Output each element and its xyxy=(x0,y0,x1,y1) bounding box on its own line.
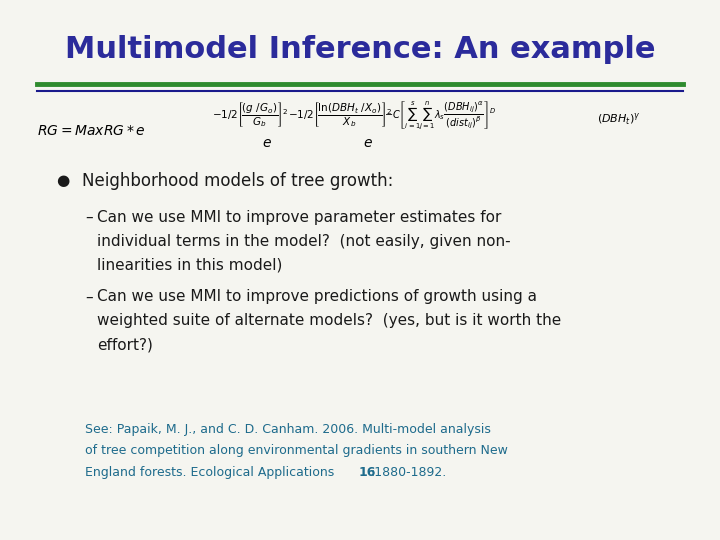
Text: $-1/2\left[\dfrac{(g\ /G_o)}{G_b}\right]^2$: $-1/2\left[\dfrac{(g\ /G_o)}{G_b}\right]… xyxy=(212,100,289,129)
Text: $-C\left[\sum_{i=1}^{s}\sum_{j=1}^{n}\lambda_s\dfrac{(DBH_{ij})^\alpha}{(dist_{i: $-C\left[\sum_{i=1}^{s}\sum_{j=1}^{n}\la… xyxy=(384,99,496,132)
Text: effort?): effort?) xyxy=(97,337,153,352)
Text: linearities in this model): linearities in this model) xyxy=(97,257,283,272)
Text: –: – xyxy=(85,210,93,225)
Text: $RG = MaxRG * e$: $RG = MaxRG * e$ xyxy=(37,124,145,138)
Text: weighted suite of alternate models?  (yes, but is it worth the: weighted suite of alternate models? (yes… xyxy=(97,313,562,328)
Text: :1880-1892.: :1880-1892. xyxy=(371,466,447,479)
Text: $e$: $e$ xyxy=(364,136,374,150)
Text: $-1/2\left[\dfrac{\ln(DBH_t\ /X_o)}{X_b}\right]^2$: $-1/2\left[\dfrac{\ln(DBH_t\ /X_o)}{X_b}… xyxy=(288,100,392,129)
Text: individual terms in the model?  (not easily, given non-: individual terms in the model? (not easi… xyxy=(97,234,511,249)
Text: –: – xyxy=(85,289,93,305)
Text: Can we use MMI to improve predictions of growth using a: Can we use MMI to improve predictions of… xyxy=(97,289,537,305)
Text: See: Papaik, M. J., and C. D. Canham. 2006. Multi-model analysis: See: Papaik, M. J., and C. D. Canham. 20… xyxy=(85,423,491,436)
Text: ●: ● xyxy=(56,173,69,188)
Text: $e$: $e$ xyxy=(262,136,272,150)
Text: Neighborhood models of tree growth:: Neighborhood models of tree growth: xyxy=(81,172,393,190)
Text: England forests. Ecological Applications: England forests. Ecological Applications xyxy=(85,466,338,479)
Text: 16: 16 xyxy=(359,466,376,479)
Text: Can we use MMI to improve parameter estimates for: Can we use MMI to improve parameter esti… xyxy=(97,210,502,225)
Text: Multimodel Inference: An example: Multimodel Inference: An example xyxy=(65,35,655,64)
Text: $(DBH_t)^\gamma$: $(DBH_t)^\gamma$ xyxy=(597,111,641,126)
Text: of tree competition along environmental gradients in southern New: of tree competition along environmental … xyxy=(85,444,508,457)
